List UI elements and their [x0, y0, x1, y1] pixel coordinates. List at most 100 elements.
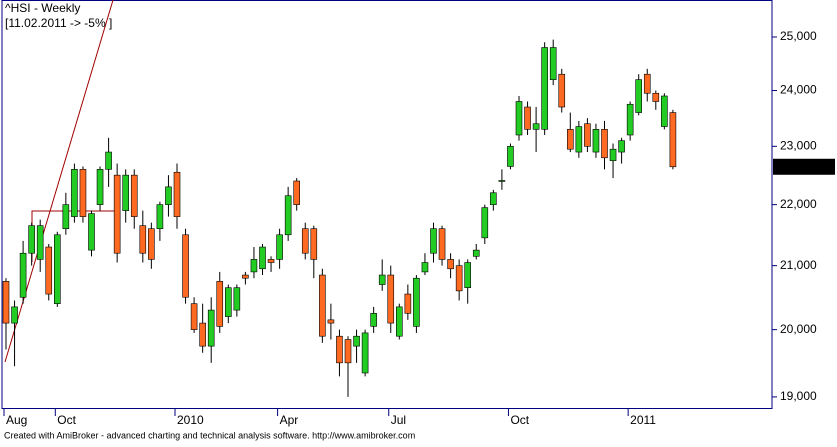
candle-body [113, 174, 121, 254]
candle-body [327, 319, 335, 324]
candle-body [122, 174, 129, 211]
x-tick-label: Jul [391, 413, 406, 427]
y-tick-label: 23,000 [780, 139, 817, 153]
candle-body [156, 204, 164, 230]
y-tick-label: 19,000 [780, 389, 817, 403]
candle-body [259, 246, 266, 270]
candle-body [62, 204, 70, 230]
y-tick-label: 22,000 [780, 197, 817, 211]
x-tick-label: 2010 [177, 413, 204, 427]
candle-body [601, 129, 608, 159]
x-tick-label: Oct [510, 413, 529, 427]
candle-body [498, 180, 506, 182]
candle-body [11, 306, 18, 324]
last-value-box [773, 158, 835, 175]
candle-body [173, 171, 181, 217]
candle-body [575, 126, 583, 153]
y-tick-label: 24,000 [780, 83, 817, 97]
candle-body [447, 259, 454, 270]
candle-body [276, 234, 283, 260]
candle-body [344, 339, 352, 364]
candle-body [301, 228, 309, 254]
x-tick-label: Apr [280, 413, 299, 427]
candle-body [661, 95, 668, 127]
candle-body [139, 225, 147, 254]
candle-body [36, 225, 44, 260]
candle-body [395, 306, 403, 337]
candle-body [430, 228, 437, 254]
candle-body [609, 148, 617, 161]
candle-body [566, 129, 574, 150]
y-tick-label: 21,000 [780, 258, 817, 272]
candle-body [310, 228, 318, 260]
candle-body [207, 309, 215, 347]
candle-body [233, 287, 241, 311]
candle-body [635, 79, 643, 113]
candle-body [242, 274, 249, 279]
candle-body [481, 207, 489, 239]
x-tick-label: 2011 [630, 413, 656, 427]
candle-body [618, 140, 625, 153]
candle-body [370, 313, 377, 327]
candle-body [28, 225, 35, 254]
x-tick-label: Oct [57, 413, 76, 427]
y-tick-label: 25,000 [780, 29, 817, 43]
candle-body [79, 169, 87, 217]
candle-body [584, 123, 591, 147]
candle-body [515, 101, 523, 136]
candle-body [105, 151, 112, 170]
candle-body [490, 192, 497, 205]
candle-body [88, 213, 95, 251]
candle-body [549, 47, 557, 80]
candle-body [524, 106, 531, 130]
candle-body [472, 249, 480, 257]
candle-body [421, 262, 429, 273]
candle-body [353, 335, 360, 347]
candle-body [148, 228, 155, 260]
chart-subtitle: [11.02.2011 -> -5% ] [5, 16, 112, 30]
candle-body [652, 92, 660, 102]
candle-body [190, 303, 198, 330]
chart-title: ^HSI - Weekly [5, 1, 80, 15]
candle-body [387, 274, 395, 324]
candle-body [45, 246, 53, 295]
candle-body [71, 169, 78, 217]
candle-body [669, 112, 677, 168]
candle-body [507, 146, 514, 167]
last-value-label: 22,644.4 [778, 159, 825, 173]
candle-body [378, 274, 386, 285]
x-tick-label: Aug [6, 413, 27, 427]
candle-body [19, 252, 27, 298]
candle-body [182, 234, 189, 298]
candle-body [413, 277, 420, 327]
candle-body [96, 169, 104, 205]
candle-body [361, 332, 369, 374]
candle-body [165, 186, 172, 205]
candle-body [592, 129, 600, 153]
candle-body [293, 180, 301, 205]
candle-body [216, 281, 224, 327]
candle-body [532, 123, 540, 130]
candle-body [267, 259, 275, 263]
candle-body [626, 103, 634, 136]
candle-body [541, 47, 548, 130]
candle-body [199, 322, 206, 347]
candle-body [130, 174, 138, 217]
candle-body [404, 293, 412, 314]
candle-body [558, 73, 566, 108]
candle-body [643, 73, 651, 94]
candle-body [2, 281, 10, 324]
candle-body [319, 274, 326, 337]
candle-body [250, 259, 258, 273]
candle-body [336, 335, 343, 364]
y-tick-label: 20,000 [780, 322, 817, 336]
candle-body [438, 228, 446, 260]
candle-body [53, 234, 61, 304]
candle-body [464, 262, 472, 288]
footer: Created with AmiBroker - advanced charti… [4, 430, 415, 440]
candle-body [284, 195, 292, 236]
candle-body [225, 287, 232, 317]
candle-body [455, 265, 463, 292]
